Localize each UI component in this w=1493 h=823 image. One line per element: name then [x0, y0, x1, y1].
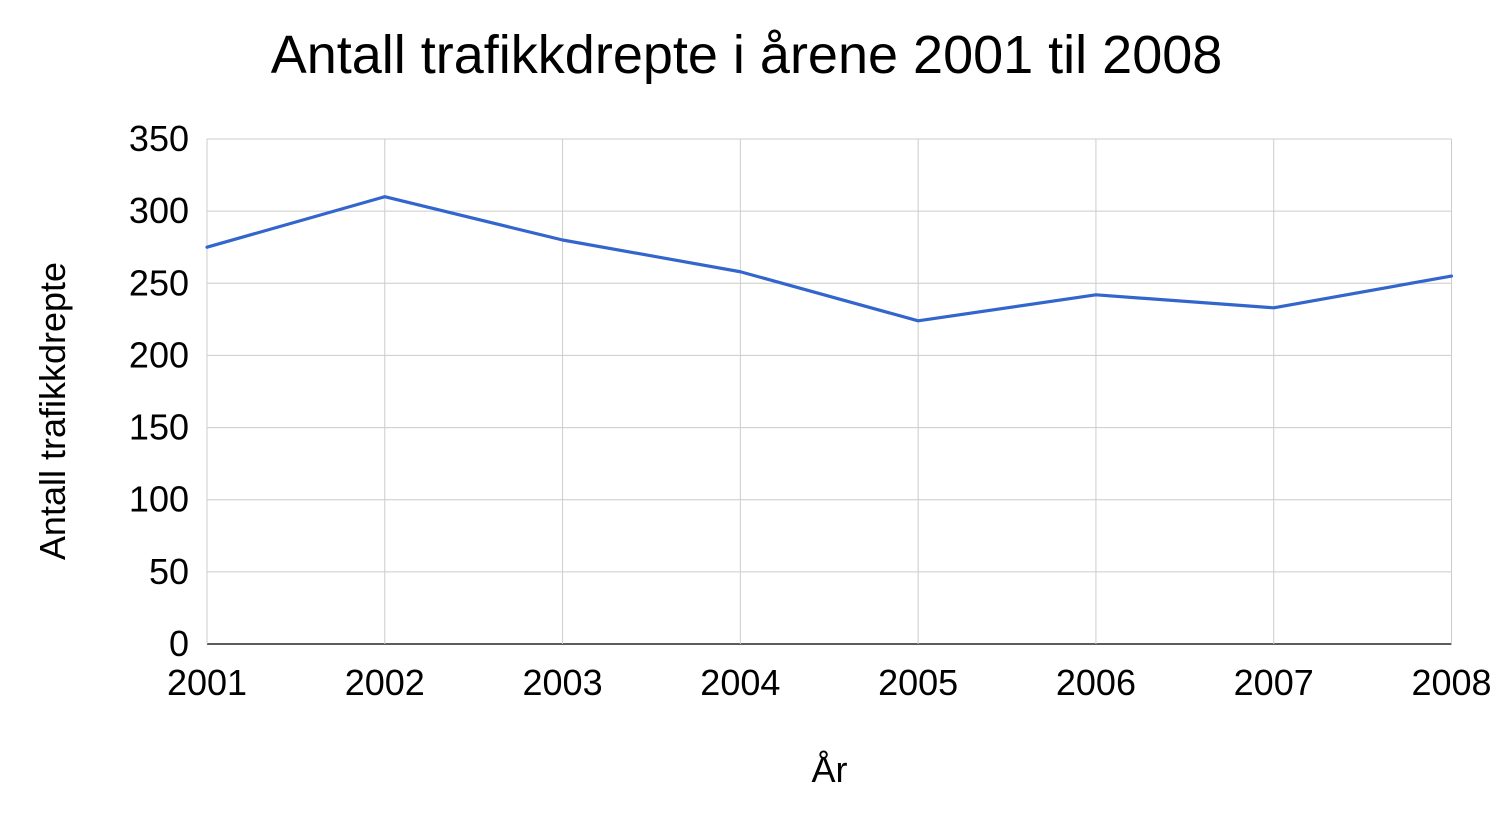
- svg-text:2006: 2006: [1056, 662, 1136, 703]
- svg-text:2003: 2003: [523, 662, 603, 703]
- svg-text:50: 50: [149, 551, 189, 592]
- svg-text:2001: 2001: [167, 662, 247, 703]
- svg-text:2005: 2005: [878, 662, 958, 703]
- svg-text:2004: 2004: [700, 662, 780, 703]
- svg-text:100: 100: [129, 479, 189, 520]
- svg-text:250: 250: [129, 262, 189, 303]
- svg-text:200: 200: [129, 334, 189, 375]
- svg-text:300: 300: [129, 190, 189, 231]
- svg-text:150: 150: [129, 407, 189, 448]
- svg-text:350: 350: [129, 118, 189, 159]
- svg-text:2002: 2002: [345, 662, 425, 703]
- svg-text:0: 0: [169, 623, 189, 664]
- svg-text:2007: 2007: [1234, 662, 1314, 703]
- svg-text:2008: 2008: [1411, 662, 1491, 703]
